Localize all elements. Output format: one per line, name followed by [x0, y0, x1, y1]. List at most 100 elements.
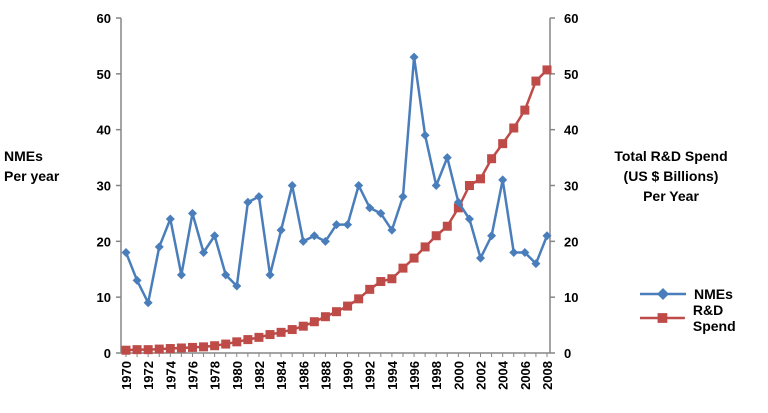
data-point	[265, 330, 275, 340]
data-point	[232, 281, 242, 291]
x-axis-ticks: 1970 1972 1974 1976 1978 1980 1982 1984 1986 1988…	[119, 353, 555, 390]
data-point	[132, 345, 142, 355]
right-tick-label: 60	[564, 11, 578, 26]
data-point	[332, 307, 341, 317]
data-point	[376, 208, 386, 218]
data-point	[487, 154, 497, 164]
right-axis-title-line-2: (US $ Billions)	[623, 168, 719, 184]
left-tick-label: 20	[97, 234, 111, 249]
data-point	[476, 174, 486, 184]
data-point	[165, 214, 175, 224]
x-tick-label: 1972	[141, 361, 156, 390]
left-tick-label: 50	[97, 67, 111, 82]
data-point	[531, 76, 541, 86]
data-point	[498, 139, 508, 149]
left-tick-label: 40	[97, 123, 111, 138]
right-axis-ticks: 0 10 20 30 40 50 60	[550, 11, 578, 361]
right-tick-label: 30	[564, 179, 578, 194]
data-point	[210, 231, 220, 241]
right-axis-title-line-1: Total R&D Spend	[614, 148, 728, 164]
right-axis-title: Total R&D Spend (US $ Billions) Per Year	[596, 146, 746, 206]
data-point	[176, 270, 186, 280]
data-point	[298, 236, 308, 246]
data-point	[309, 317, 319, 327]
data-point	[464, 214, 474, 224]
x-tick-label: 2000	[451, 361, 466, 390]
data-point	[221, 270, 231, 280]
data-point	[453, 197, 463, 207]
right-tick-label: 50	[564, 67, 578, 82]
x-tick-label: 1992	[363, 361, 378, 390]
data-point	[320, 236, 330, 246]
data-point	[398, 192, 408, 202]
diamond-marker-icon	[640, 288, 686, 300]
data-point	[132, 275, 142, 285]
data-point	[143, 345, 153, 355]
right-axis-title-line-3: Per Year	[643, 188, 699, 204]
data-point	[420, 242, 430, 252]
x-tick-label: 2008	[540, 361, 555, 390]
left-axis-title-line-2: Per year	[4, 168, 60, 184]
data-point	[232, 337, 242, 347]
data-point	[365, 203, 375, 213]
data-point	[199, 248, 209, 257]
data-point	[121, 248, 131, 257]
x-tick-label: 1984	[274, 360, 289, 390]
data-point	[298, 321, 308, 331]
data-point	[243, 335, 253, 345]
x-tick-label: 1980	[230, 361, 245, 390]
data-point	[542, 65, 552, 75]
x-tick-label: 1974	[163, 360, 178, 390]
series-nmes	[121, 52, 552, 308]
data-point	[476, 253, 486, 263]
data-point	[376, 277, 386, 287]
data-point	[442, 221, 452, 231]
x-tick-label: 1970	[119, 361, 134, 390]
square-marker-icon	[640, 313, 685, 323]
data-point	[442, 153, 452, 163]
legend-item-nmes: NMEs	[640, 282, 768, 306]
left-axis-title: NMEs Per year	[4, 146, 74, 186]
data-point	[210, 341, 220, 351]
data-point	[343, 220, 353, 230]
x-tick-label: 1986	[296, 361, 311, 390]
data-point	[165, 344, 175, 354]
right-tick-label: 0	[564, 346, 571, 361]
right-tick-label: 20	[564, 234, 578, 249]
data-point	[320, 312, 330, 322]
data-point	[365, 284, 375, 294]
right-tick-label: 10	[564, 290, 578, 305]
x-tick-label: 1978	[208, 361, 223, 390]
data-point	[354, 294, 364, 304]
series-rd-spend	[121, 65, 552, 355]
data-point	[398, 263, 408, 273]
data-point	[409, 253, 419, 263]
legend: NMEs R&D Spend	[640, 282, 768, 334]
data-point	[509, 248, 519, 257]
data-point	[309, 231, 319, 241]
data-point	[187, 342, 197, 352]
data-point	[453, 203, 463, 213]
data-point	[387, 274, 397, 284]
data-point	[464, 181, 474, 190]
data-point	[221, 339, 231, 349]
data-point	[154, 242, 164, 252]
x-tick-label: 2002	[474, 361, 489, 390]
data-point	[520, 248, 530, 257]
left-tick-label: 0	[104, 346, 111, 361]
left-axis-ticks: 0 10 20 30 40 50 60	[97, 11, 121, 361]
data-point	[154, 344, 164, 354]
x-tick-label: 1982	[252, 361, 267, 390]
data-point	[387, 225, 397, 235]
data-point	[287, 325, 297, 335]
data-point	[509, 123, 519, 133]
x-tick-label: 1988	[318, 361, 333, 390]
left-tick-label: 30	[97, 179, 111, 194]
left-tick-label: 10	[97, 290, 111, 305]
right-tick-label: 40	[564, 123, 578, 138]
x-tick-label: 1996	[407, 361, 422, 390]
left-axis-title-line-1: NMEs	[4, 148, 43, 164]
data-point	[121, 345, 131, 355]
data-point	[199, 342, 209, 352]
